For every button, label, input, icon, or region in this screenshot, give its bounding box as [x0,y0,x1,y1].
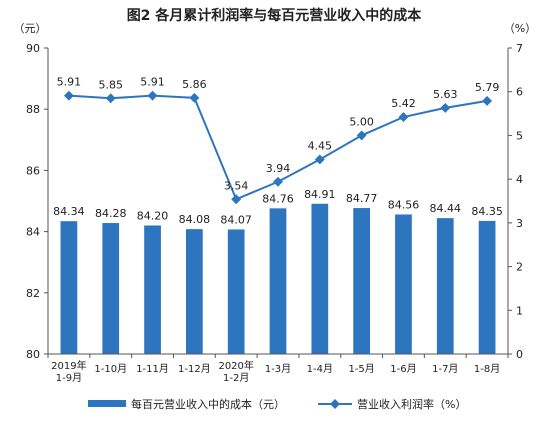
line-point [356,130,367,141]
right-tick-label: 2 [516,261,523,274]
x-tick-label: 1-2月 [223,372,249,384]
bar-data-label: 84.35 [471,205,503,218]
line-data-label: 5.85 [98,78,123,91]
line-point [482,95,493,106]
bar-data-labels: 84.34 84.28 84.20 84.08 84.07 84.76 84.91 84.77… [53,188,503,227]
right-tick-label: 6 [516,86,523,99]
bar-data-label: 84.44 [430,202,462,215]
line-point [63,90,74,101]
bar-series [60,203,496,354]
line-point [231,194,242,205]
line-data-labels: 5.91 5.85 5.91 5.86 3.54 3.94 4.45 5.00 5.42 5.63… [57,76,500,193]
line-data-label: 5.63 [433,88,458,101]
bar [353,208,370,354]
left-tick-label: 80 [26,348,40,361]
line-point [147,90,158,101]
x-tick-label: 2019年 [51,359,86,372]
line-point [440,102,451,113]
left-tick-label: 88 [26,103,40,116]
line-series [63,90,493,205]
right-tick-label: 1 [516,304,523,317]
left-axis: 80 82 84 86 88 90 [26,42,49,361]
legend-label-line: 营业收入利润率（%） [357,397,466,411]
right-axis-unit: （%） [504,22,536,35]
bar [186,229,203,354]
x-tick-label: 1-9月 [56,372,82,384]
line-data-label: 5.91 [140,76,165,89]
bar [395,214,412,354]
x-tick-label: 1-5月 [348,363,374,375]
bar-data-label: 84.08 [179,213,211,226]
x-tick-label: 1-6月 [390,363,416,375]
bar [60,221,78,354]
line-data-label: 5.86 [182,78,207,91]
legend-label-bar: 每百元营业收入中的成本（元） [131,397,285,411]
line-data-label: 5.79 [475,81,500,94]
line-data-label: 5.42 [391,97,416,110]
line-data-label: 5.91 [57,76,82,89]
legend: 每百元营业收入中的成本（元） 营业收入利润率（%） [88,397,466,411]
chart-title: 图2 各月累计利润率与每百元营业收入中的成本 [127,7,423,24]
right-tick-label: 5 [516,129,523,142]
line-data-label: 4.45 [308,139,333,152]
bar-data-label: 84.28 [95,207,127,220]
x-tick-label: 1-4月 [307,363,333,375]
bar-data-label: 84.91 [304,188,336,201]
x-tick-label: 1-11月 [136,363,169,375]
right-tick-label: 3 [516,217,523,230]
left-tick-label: 82 [26,287,40,300]
x-tick-label: 1-12月 [178,363,211,375]
x-tick-label: 1-3月 [265,363,291,375]
line-data-label: 5.00 [349,115,374,128]
x-tick-label: 1-7月 [432,363,458,375]
line-data-label: 3.94 [266,162,291,175]
line-point [398,112,409,123]
bar [102,223,120,354]
right-axis: 0 1 2 3 4 5 6 7 [507,42,523,361]
line-point [273,176,283,187]
bar-data-label: 84.77 [346,192,378,205]
x-tick-label: 1-10月 [94,363,127,375]
left-axis-unit: （元） [14,22,47,35]
line-data-label: 3.54 [224,179,249,192]
bar [436,218,454,354]
right-tick-label: 7 [516,42,523,55]
legend-swatch-marker [330,399,340,409]
legend-swatch-bar [88,400,126,407]
bar-data-label: 84.76 [262,192,294,205]
bar [227,229,245,354]
right-tick-label: 0 [516,348,523,361]
line-point [189,92,200,103]
bar [311,203,329,354]
x-tick-label: 1-8月 [474,363,500,375]
line-point [105,93,116,104]
bar [269,208,287,354]
bar [478,220,496,354]
line-point [314,154,325,165]
left-tick-label: 86 [26,164,40,177]
bar-data-label: 84.07 [220,213,252,226]
bar [144,225,161,354]
bar-data-label: 84.20 [137,209,169,222]
x-tick-label: 2020年 [218,359,253,372]
left-tick-label: 90 [26,42,40,55]
bar-data-label: 84.34 [53,205,85,218]
left-tick-label: 84 [26,226,40,239]
bar-data-label: 84.56 [388,198,420,211]
right-tick-label: 4 [516,173,523,186]
